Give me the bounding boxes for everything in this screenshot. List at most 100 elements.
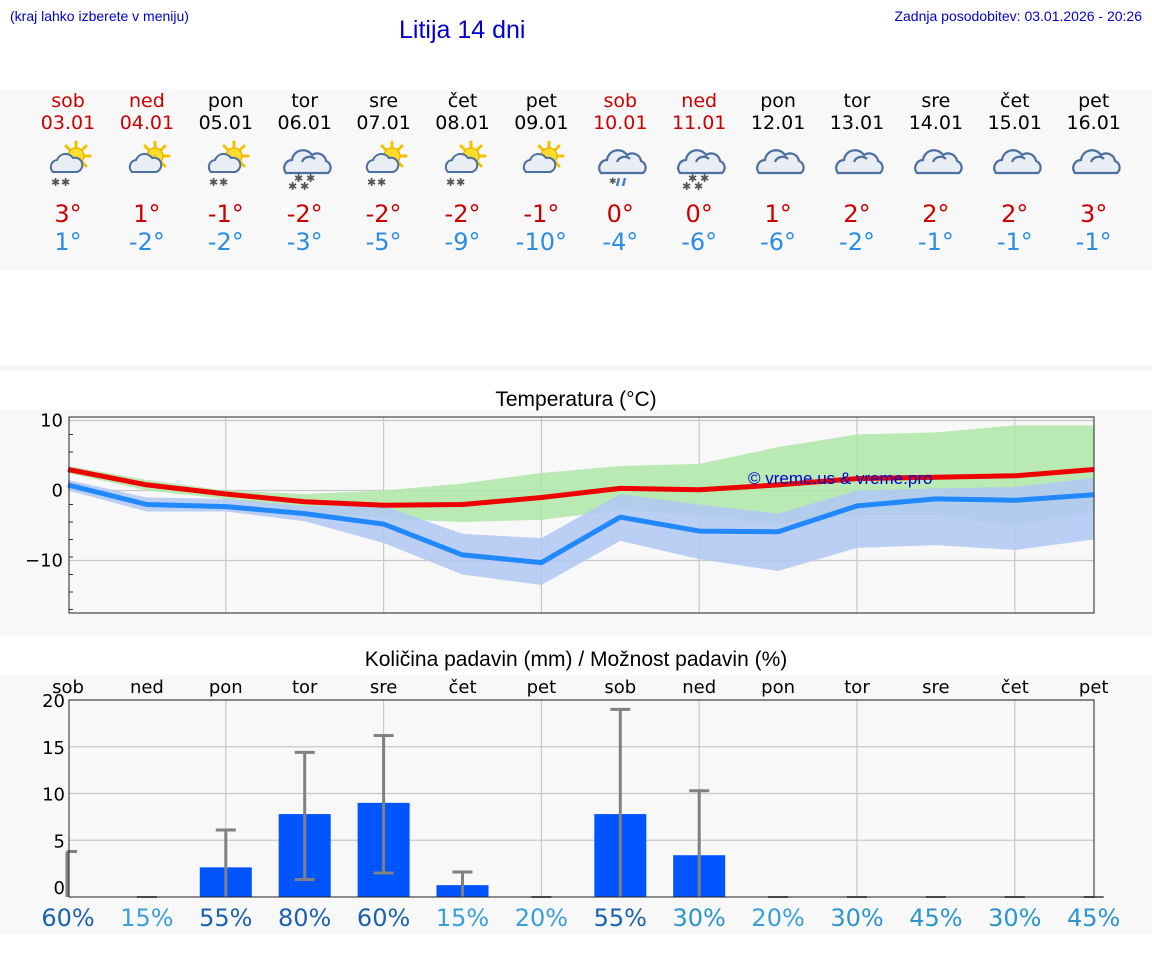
cloud-icon bbox=[1071, 140, 1121, 186]
svg-text:✱: ✱ bbox=[700, 172, 709, 185]
svg-text:✱: ✱ bbox=[609, 177, 617, 187]
temp-min: -2° bbox=[839, 228, 875, 256]
temp-max: -1° bbox=[523, 200, 560, 228]
temp-max: 1° bbox=[764, 200, 792, 228]
day-name: pet bbox=[525, 90, 557, 112]
x-category-label: ned bbox=[130, 677, 164, 698]
temperature-chart: 10 0 −10 © vreme.us & vreme.pro bbox=[25, 411, 1095, 614]
precip-probability: 15% bbox=[120, 904, 174, 932]
tmin-band bbox=[68, 477, 1094, 585]
cloud-icon bbox=[755, 140, 805, 186]
temp-min: -1° bbox=[1075, 228, 1112, 256]
day-date: 10.01 bbox=[593, 112, 648, 134]
sun-cloud-icon bbox=[518, 140, 568, 186]
precip-probability: 20% bbox=[514, 904, 569, 932]
day-date: 14.01 bbox=[908, 112, 964, 134]
precip-probability: 45% bbox=[1067, 904, 1121, 932]
precip-probability: 60% bbox=[41, 904, 95, 932]
x-category-label: pet bbox=[527, 677, 557, 698]
day-name: ned bbox=[681, 90, 718, 112]
day-name: sre bbox=[369, 90, 399, 112]
temp-max: 2° bbox=[1001, 200, 1029, 228]
svg-text:✱: ✱ bbox=[367, 176, 376, 189]
precip-probability: 45% bbox=[909, 904, 963, 932]
day-name: tor bbox=[291, 90, 319, 112]
y-tick-label: 20 bbox=[42, 691, 65, 712]
sun-cloud-snow-icon: ✱ ✱ bbox=[203, 140, 253, 189]
y-tick-label: 10 bbox=[42, 785, 65, 806]
temp-min: -2° bbox=[128, 228, 165, 256]
svg-text:✱: ✱ bbox=[51, 176, 60, 189]
temp-min: -6° bbox=[681, 228, 718, 256]
plot-frame bbox=[68, 416, 1095, 614]
precip-probability: 55% bbox=[593, 904, 647, 932]
x-category-label: pon bbox=[209, 677, 243, 698]
day-date: 07.01 bbox=[356, 112, 411, 134]
separator bbox=[0, 365, 1152, 370]
svg-text:✱: ✱ bbox=[682, 180, 691, 190]
x-category-label: čet bbox=[448, 677, 476, 698]
svg-text:✱: ✱ bbox=[306, 172, 315, 185]
cloud-snow-icon: ✱ ✱ ✱ ✱ bbox=[676, 140, 726, 193]
temperature-title: Temperatura (°C) bbox=[495, 388, 657, 411]
svg-text:✱: ✱ bbox=[300, 180, 309, 190]
day-name: pon bbox=[760, 90, 796, 112]
day-name: ned bbox=[128, 90, 165, 112]
precipitation-title: Količina padavin (mm) / Možnost padavin … bbox=[364, 648, 788, 671]
temp-min: -3° bbox=[286, 228, 323, 256]
tmin-line bbox=[67, 482, 1094, 566]
temp-max: -2° bbox=[365, 200, 402, 228]
temp-max: 3° bbox=[1080, 200, 1108, 228]
svg-text:✱: ✱ bbox=[288, 180, 297, 190]
x-category-label: tor bbox=[844, 677, 870, 698]
temp-min: -1° bbox=[996, 228, 1033, 256]
region-hint: (kraj lahko izberete v meniju) bbox=[10, 8, 189, 24]
temp-max: -2° bbox=[444, 200, 481, 228]
svg-text:✱: ✱ bbox=[688, 172, 697, 185]
day-date: 16.01 bbox=[1066, 112, 1121, 134]
temp-min: -4° bbox=[602, 228, 639, 256]
temp-max: -2° bbox=[286, 200, 323, 228]
temp-min: 1° bbox=[54, 228, 82, 256]
day-name: sre bbox=[921, 90, 951, 112]
temp-min: -1° bbox=[917, 228, 954, 256]
y-tick-label: 0 bbox=[52, 481, 63, 502]
x-category-label: sre bbox=[922, 677, 949, 698]
x-category-label: čet bbox=[1001, 677, 1029, 698]
svg-text:✱: ✱ bbox=[61, 176, 70, 189]
forecast-strip bbox=[0, 90, 1152, 270]
y-tick-label: 15 bbox=[42, 738, 65, 759]
day-date: 15.01 bbox=[987, 112, 1042, 134]
temp-max: 1° bbox=[133, 200, 161, 228]
y-tick-label: 5 bbox=[54, 831, 65, 852]
x-category-label: tor bbox=[292, 677, 318, 698]
day-date: 08.01 bbox=[435, 112, 490, 134]
temp-max: 0° bbox=[606, 200, 634, 228]
temp-max: 0° bbox=[685, 200, 713, 228]
x-category-label: sob bbox=[52, 677, 84, 698]
temp-max: 2° bbox=[922, 200, 950, 228]
sun-cloud-snow-icon: ✱ ✱ bbox=[361, 140, 411, 189]
precip-probability: 55% bbox=[199, 904, 253, 932]
day-name: sob bbox=[51, 90, 85, 112]
plot-frame bbox=[68, 699, 1095, 898]
precip-probability: 30% bbox=[988, 904, 1042, 932]
precip-probability: 30% bbox=[830, 904, 884, 932]
temp-max: 2° bbox=[843, 200, 871, 228]
day-date: 11.01 bbox=[671, 112, 727, 134]
temp-min: -5° bbox=[365, 228, 402, 256]
day-date: 03.01 bbox=[40, 112, 96, 134]
y-tick-label: 0 bbox=[54, 878, 65, 899]
temp-min: -6° bbox=[760, 228, 797, 256]
cloud-snow-icon: ✱ ✱ ✱ ✱ bbox=[282, 140, 332, 193]
precip-probability: 60% bbox=[356, 904, 411, 932]
temp-max: -1° bbox=[207, 200, 244, 228]
day-name: čet bbox=[1000, 90, 1030, 112]
day-date: 13.01 bbox=[829, 112, 885, 134]
day-name: čet bbox=[447, 90, 478, 112]
temp-min: -9° bbox=[444, 228, 481, 256]
precip-probability: 30% bbox=[672, 904, 726, 932]
svg-text:✱: ✱ bbox=[446, 176, 455, 189]
day-name: pon bbox=[207, 90, 244, 112]
